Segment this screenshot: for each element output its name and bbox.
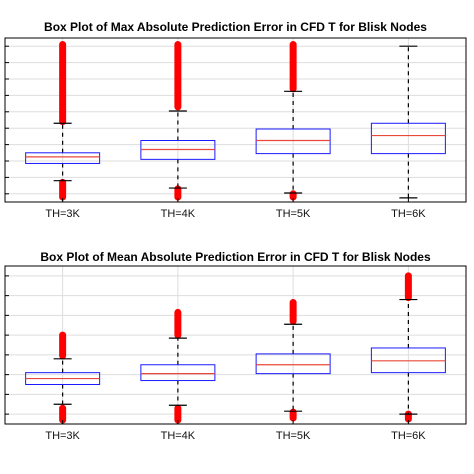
box-th3k — [25, 331, 101, 424]
x-tick-label: TH=4K — [161, 430, 196, 442]
x-tick-label: TH=5K — [276, 208, 311, 220]
x-tick-label: TH=5K — [276, 430, 311, 442]
box-iqr — [25, 152, 101, 164]
box-th6k — [370, 45, 446, 199]
x-tick-label: TH=3K — [45, 430, 80, 442]
mean-error-boxplot: Box Plot of Mean Absolute Prediction Err… — [4, 250, 467, 442]
x-tick-label: TH=3K — [45, 208, 80, 220]
box-th4k — [140, 41, 216, 201]
max-error-boxplot: Box Plot of Max Absolute Prediction Erro… — [4, 20, 467, 220]
chart-title: Box Plot of Max Absolute Prediction Erro… — [44, 20, 427, 34]
box-iqr — [255, 353, 331, 375]
box-th5k — [255, 299, 331, 422]
box-th6k — [370, 272, 446, 423]
axes-frame — [4, 37, 467, 203]
x-tick-label: TH=6K — [391, 430, 426, 442]
axes-frame — [4, 265, 467, 425]
x-tick-label: TH=4K — [161, 208, 196, 220]
x-tick-label: TH=6K — [391, 208, 426, 220]
box-th5k — [255, 41, 331, 201]
box-iqr — [255, 128, 331, 155]
box-iqr — [370, 122, 446, 155]
box-th3k — [25, 41, 101, 201]
box-iqr — [140, 364, 216, 382]
chart-title: Box Plot of Mean Absolute Prediction Err… — [40, 250, 431, 264]
box-th4k — [140, 308, 216, 424]
